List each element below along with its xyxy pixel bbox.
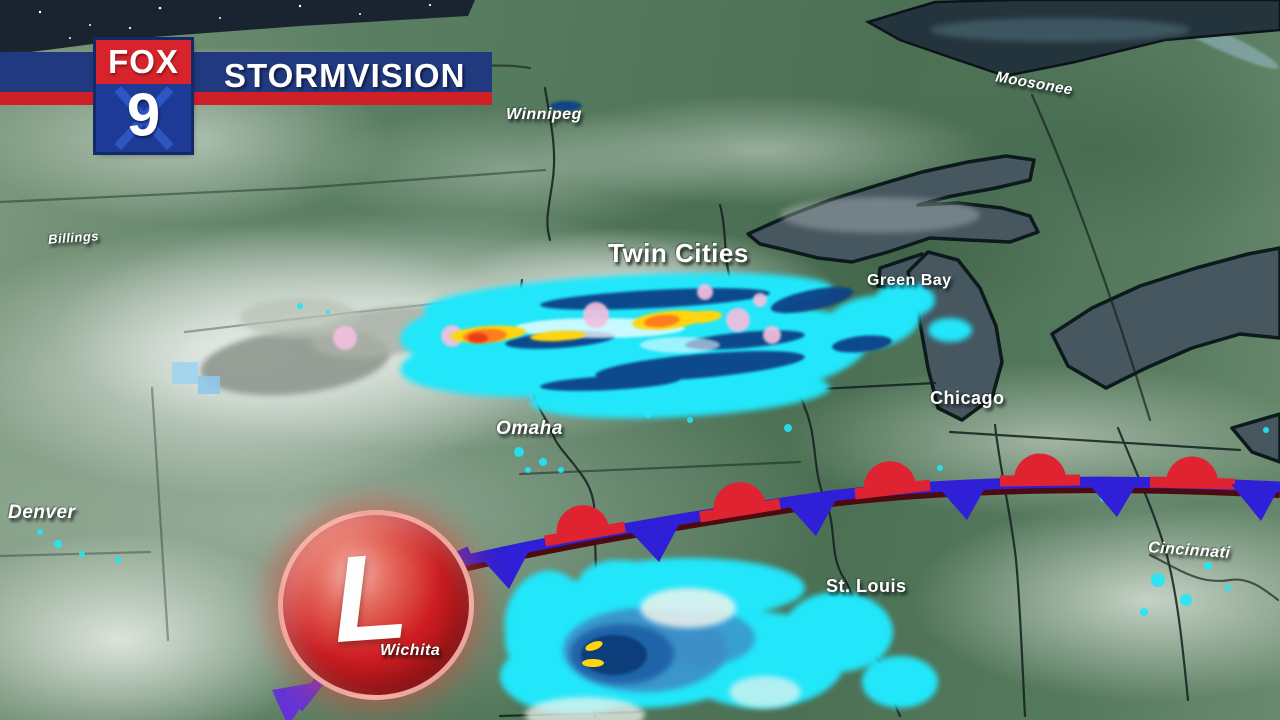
- city-label-billings: Billings: [47, 228, 100, 247]
- radar-band-minnesota-iowa: [172, 101, 972, 419]
- city-label-winnipeg: Winnipeg: [506, 106, 582, 123]
- lake-huron: [1050, 246, 1280, 390]
- banner-navy-bar: [0, 52, 492, 92]
- stormvision-title: STORMVISION: [224, 57, 466, 94]
- city-label-green-bay: Green Bay: [867, 272, 952, 289]
- cold-front-triangles: [479, 480, 1280, 589]
- warm-front-semicircles: [556, 453, 1219, 536]
- channel-number: 9: [126, 84, 161, 149]
- fox9-logo: FOX 9: [93, 37, 194, 155]
- stationary-front: [453, 453, 1280, 589]
- low-pressure-symbol: L: [278, 510, 474, 700]
- city-label-wichita: Wichita: [380, 642, 441, 659]
- city-label-twin-cities: Twin Cities: [608, 238, 749, 268]
- city-label-moosonee: Moosonee: [994, 68, 1075, 99]
- city-label-chicago: Chicago: [930, 388, 1005, 408]
- city-label-cincinnati: Cincinnati: [1147, 539, 1231, 562]
- fox-wordmark: FOX: [108, 43, 179, 80]
- city-label-omaha: Omaha: [496, 418, 563, 439]
- city-label-st-louis: St. Louis: [826, 576, 907, 596]
- cloud-over-superior: [780, 197, 980, 233]
- fox-wordmark-box: FOX: [96, 40, 191, 84]
- city-label-denver: Denver: [8, 502, 76, 523]
- radar-area-kansas-missouri: [500, 558, 938, 720]
- channel-number-box: 9: [96, 84, 191, 152]
- lake-erie: [1230, 412, 1280, 464]
- james-bay-water: [864, 0, 1280, 78]
- stormvision-banner: STORMVISION FOX 9: [0, 0, 500, 160]
